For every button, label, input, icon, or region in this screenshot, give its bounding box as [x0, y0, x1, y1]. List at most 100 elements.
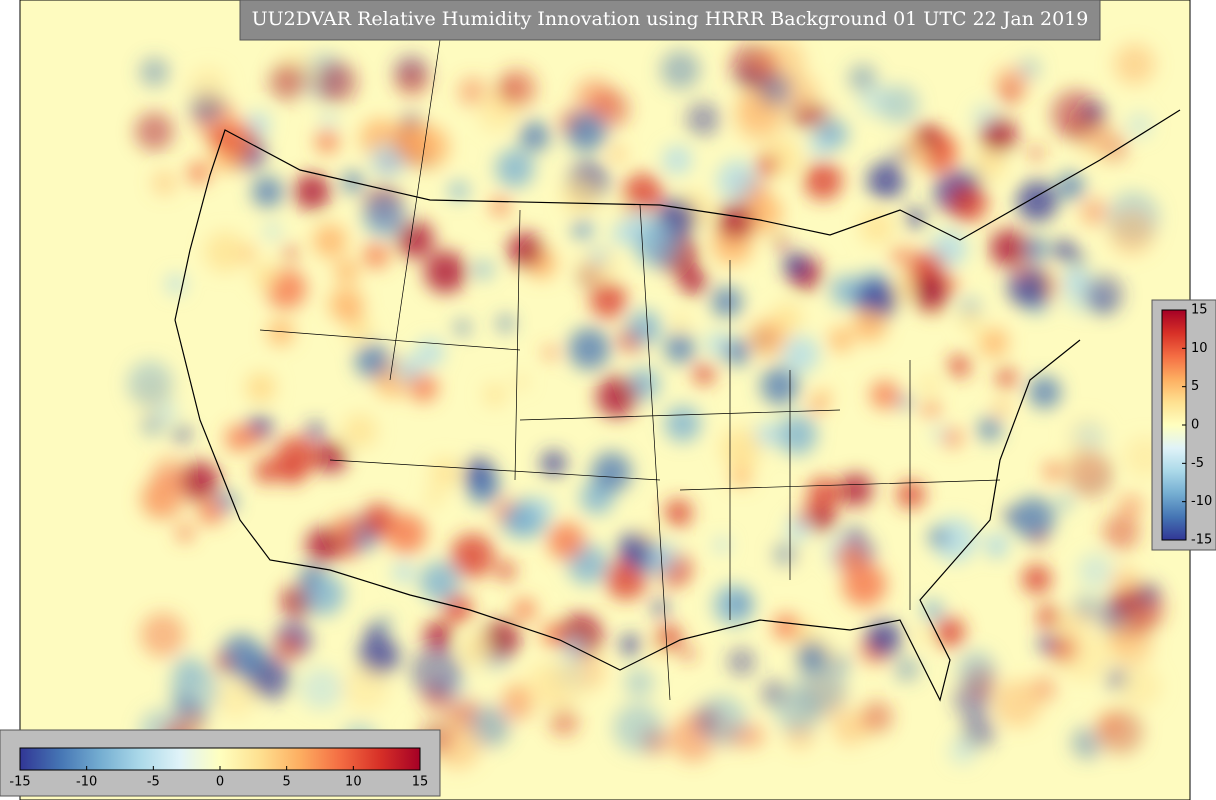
field-blob — [589, 247, 608, 266]
field-blob — [523, 662, 569, 709]
field-blob — [807, 503, 837, 533]
field-blob — [591, 452, 632, 493]
field-blob — [315, 61, 358, 104]
field-blob — [152, 170, 177, 195]
field-blob — [681, 647, 695, 660]
field-blob — [455, 320, 470, 335]
field-blob — [1033, 532, 1046, 545]
field-blob — [549, 707, 579, 737]
field-blob — [342, 414, 378, 449]
field-blob — [1119, 666, 1162, 708]
field-blob — [280, 463, 303, 485]
field-blob — [852, 307, 887, 342]
field-blob — [989, 229, 1028, 268]
field-blob — [830, 653, 851, 674]
field-blob — [760, 366, 799, 405]
field-blob — [891, 246, 910, 265]
field-blob — [932, 517, 977, 562]
field-blob — [140, 612, 185, 658]
field-blob — [985, 532, 1009, 556]
field-blob — [176, 524, 194, 542]
field-blob — [1016, 265, 1030, 278]
field-blob — [807, 477, 841, 511]
field-blob — [1077, 553, 1114, 589]
field-blob — [839, 473, 873, 507]
colorbar-tick-label: -10 — [1191, 494, 1212, 509]
field-blob — [1083, 274, 1124, 315]
field-blob — [672, 314, 689, 331]
field-blob — [664, 499, 693, 527]
colorbar-tick-label: 0 — [216, 775, 224, 790]
field-blob — [458, 77, 488, 107]
field-blob — [386, 513, 427, 554]
field-blob — [740, 723, 765, 748]
field-blob — [214, 676, 256, 718]
field-blob — [948, 183, 988, 223]
field-blob — [218, 120, 257, 160]
field-blob — [410, 645, 463, 698]
field-blob — [409, 373, 438, 402]
field-blob — [590, 281, 627, 319]
field-blob — [933, 427, 946, 441]
field-blob — [1112, 593, 1138, 619]
field-blob — [495, 149, 535, 188]
field-blob — [1057, 496, 1072, 510]
field-blob — [860, 701, 893, 733]
field-blob — [627, 310, 662, 345]
field-blob — [978, 417, 1002, 441]
field-blob — [419, 561, 460, 602]
field-blob — [424, 250, 467, 294]
field-blob — [679, 267, 707, 295]
field-blob — [134, 112, 174, 151]
field-blob — [660, 50, 701, 90]
field-blob — [1016, 180, 1058, 222]
field-blob — [449, 181, 469, 201]
field-blob — [934, 616, 965, 648]
field-blob — [225, 425, 253, 452]
field-blob — [519, 121, 550, 152]
field-blob — [276, 635, 301, 660]
field-blob — [392, 120, 430, 158]
field-blob — [1118, 493, 1144, 518]
field-blob — [685, 101, 721, 137]
field-blob — [507, 682, 528, 703]
field-blob — [306, 421, 324, 440]
field-blob — [483, 383, 507, 406]
field-blob — [204, 231, 246, 273]
field-blob — [776, 414, 817, 455]
field-blob — [363, 195, 406, 238]
field-blob — [1114, 43, 1155, 85]
field-blob — [254, 458, 281, 484]
field-blob — [848, 64, 877, 93]
field-blob — [1105, 667, 1128, 691]
colorbar-tick-label: -5 — [1191, 456, 1204, 471]
colorbar-tick-label: 5 — [1191, 379, 1199, 394]
field-blob — [1102, 513, 1140, 551]
field-blob — [466, 471, 500, 505]
field-blob — [796, 641, 828, 673]
field-blob — [166, 274, 186, 294]
field-blob — [355, 343, 391, 379]
field-blob — [782, 335, 820, 373]
field-blob — [972, 147, 1006, 181]
field-blob — [611, 223, 633, 245]
field-blob — [339, 538, 359, 558]
field-blob — [893, 147, 907, 162]
field-blob — [723, 338, 751, 366]
field-blob — [378, 617, 391, 630]
field-blob — [565, 111, 607, 152]
field-blob — [155, 400, 179, 424]
field-blob — [365, 623, 383, 642]
field-blob — [1082, 100, 1107, 125]
field-blob — [1007, 265, 1050, 308]
field-blob — [315, 440, 348, 473]
title-box — [239, 0, 1101, 41]
field-blob — [561, 176, 600, 215]
field-blob — [842, 562, 887, 607]
field-blob — [491, 197, 510, 216]
field-blob — [1038, 635, 1056, 653]
map-area — [20, 0, 1190, 800]
boundaries — [174, 39, 1181, 702]
field-blob — [896, 480, 925, 509]
field-blob — [859, 210, 895, 245]
